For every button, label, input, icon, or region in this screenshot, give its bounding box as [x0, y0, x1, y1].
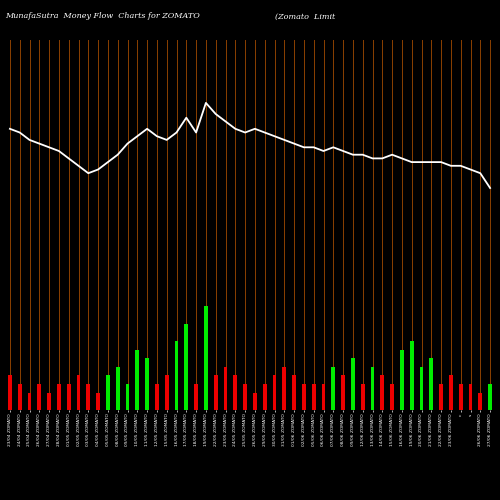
Bar [351, 358, 355, 410]
Bar [145, 358, 149, 410]
Bar [430, 358, 433, 410]
Bar [390, 384, 394, 410]
Bar [272, 376, 276, 410]
Bar [136, 350, 139, 410]
Bar [302, 384, 306, 410]
Bar [174, 341, 178, 410]
Bar [410, 341, 414, 410]
Bar [488, 384, 492, 410]
Bar [116, 367, 119, 410]
Bar [194, 384, 198, 410]
Bar [282, 367, 286, 410]
Bar [165, 376, 168, 410]
Bar [439, 384, 443, 410]
Bar [380, 376, 384, 410]
Bar [332, 367, 335, 410]
Bar [449, 376, 453, 410]
Bar [400, 350, 404, 410]
Bar [420, 367, 424, 410]
Bar [468, 384, 472, 410]
Bar [57, 384, 61, 410]
Bar [370, 367, 374, 410]
Bar [67, 384, 70, 410]
Bar [86, 384, 90, 410]
Text: MunafaSutra  Money Flow  Charts for ZOMATO: MunafaSutra Money Flow Charts for ZOMATO [5, 12, 200, 20]
Bar [28, 392, 32, 410]
Bar [204, 306, 208, 410]
Bar [8, 376, 12, 410]
Bar [263, 384, 266, 410]
Bar [322, 384, 326, 410]
Bar [234, 376, 237, 410]
Bar [96, 392, 100, 410]
Bar [106, 376, 110, 410]
Bar [478, 392, 482, 410]
Bar [76, 376, 80, 410]
Bar [18, 384, 22, 410]
Bar [312, 384, 316, 410]
Bar [214, 376, 218, 410]
Bar [361, 384, 364, 410]
Bar [47, 392, 51, 410]
Bar [38, 384, 41, 410]
Bar [341, 376, 345, 410]
Bar [292, 376, 296, 410]
Bar [243, 384, 247, 410]
Bar [459, 384, 462, 410]
Bar [126, 384, 130, 410]
Bar [155, 384, 159, 410]
Bar [224, 367, 228, 410]
Bar [184, 324, 188, 410]
Bar [253, 392, 257, 410]
Text: (Zomato  Limit: (Zomato Limit [275, 12, 335, 20]
